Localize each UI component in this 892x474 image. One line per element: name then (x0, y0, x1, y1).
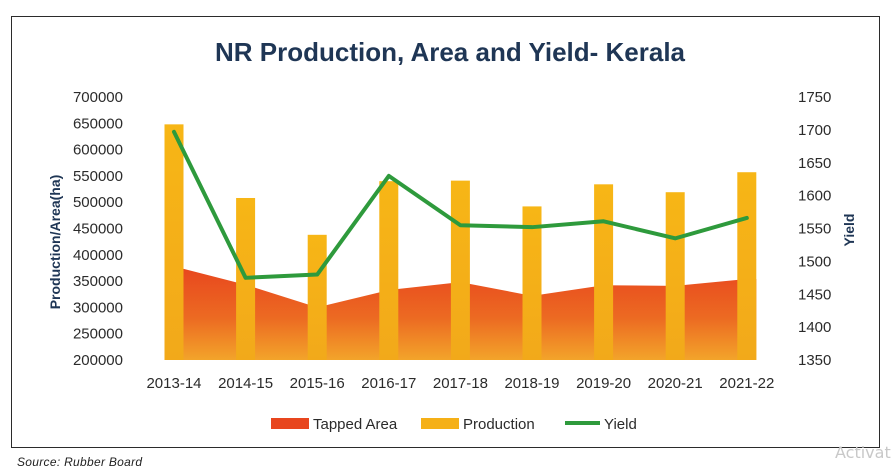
yield-point-2015-16 (315, 273, 319, 277)
right-tick-label: 1700 (798, 122, 831, 139)
x-tick-label: 2020-21 (648, 375, 703, 392)
right-tick-label: 1600 (798, 188, 831, 205)
right-tick-label: 1550 (798, 221, 831, 238)
x-tick-label: 2014-15 (218, 375, 273, 392)
chart-title: NR Production, Area and Yield- Kerala (215, 37, 686, 67)
legend-swatch-tapped-area (271, 418, 309, 429)
yield-point-2016-17 (387, 174, 391, 178)
left-axis-label: Production/Area(ha) (47, 175, 63, 310)
production-bar-2015-16 (307, 234, 327, 360)
left-tick-label: 500000 (73, 194, 123, 211)
left-tick-label: 200000 (73, 352, 123, 369)
right-tick-label: 1400 (798, 319, 831, 336)
production-bar-2020-21 (665, 192, 685, 360)
production-bar-2016-17 (379, 181, 399, 360)
right-tick-label: 1450 (798, 286, 831, 303)
left-tick-label: 550000 (73, 168, 123, 185)
yield-point-2020-21 (673, 236, 677, 240)
left-tick-label: 700000 (73, 89, 123, 106)
source-note: Source: Rubber Board (17, 455, 143, 469)
production-bar-2017-18 (450, 180, 470, 360)
legend-label-production: Production (463, 416, 535, 433)
right-tick-label: 1650 (798, 155, 831, 172)
right-axis-label: Yield (841, 214, 857, 247)
yield-point-2014-15 (244, 276, 248, 280)
left-tick-label: 650000 (73, 115, 123, 132)
yield-point-2013-14 (172, 130, 176, 134)
yield-series (172, 129, 749, 280)
x-tick-label: 2013-14 (146, 375, 201, 392)
yield-point-2017-18 (458, 223, 462, 227)
right-tick-label: 1500 (798, 253, 831, 270)
production-bar-2019-20 (594, 184, 614, 360)
yield-point-2021-22 (745, 216, 749, 220)
production-series (164, 124, 757, 361)
left-tick-label: 450000 (73, 221, 123, 238)
x-axis-ticks: 2013-14 2014-15 2015-16 2016-17 2017-18 2018-… (146, 375, 774, 392)
right-tick-label: 1350 (798, 352, 831, 369)
left-tick-label: 600000 (73, 142, 123, 159)
left-tick-label: 400000 (73, 247, 123, 264)
chart-svg: NR Production, Area and Yield- Kerala 70… (47, 37, 857, 433)
production-bar-2013-14 (164, 124, 184, 361)
x-tick-label: 2015-16 (290, 375, 345, 392)
legend: Tapped Area Production Yield (271, 416, 637, 433)
left-tick-label: 350000 (73, 273, 123, 290)
production-bar-2018-19 (522, 206, 542, 360)
x-tick-label: 2021-22 (719, 375, 774, 392)
x-tick-label: 2017-18 (433, 375, 488, 392)
x-tick-label: 2016-17 (361, 375, 416, 392)
left-tick-label: 300000 (73, 299, 123, 316)
legend-label-tapped-area: Tapped Area (313, 416, 398, 433)
x-tick-label: 2018-19 (504, 375, 559, 392)
right-tick-label: 1750 (798, 89, 831, 106)
yield-point-2018-19 (530, 225, 534, 229)
left-tick-label: 250000 (73, 326, 123, 343)
legend-swatch-production (421, 418, 459, 429)
legend-label-yield: Yield (604, 416, 637, 433)
left-axis-ticks: 700000 650000 600000 550000 500000 450000 4000… (73, 89, 123, 369)
right-axis-ticks: 1750 1700 1650 1600 1550 1500 1450 1400 1350 (798, 89, 831, 369)
production-bar-2021-22 (737, 172, 757, 360)
yield-point-2019-20 (602, 219, 606, 223)
x-tick-label: 2019-20 (576, 375, 631, 392)
activation-watermark: Activat (835, 443, 891, 462)
chart-frame: NR Production, Area and Yield- Kerala 70… (11, 16, 880, 448)
